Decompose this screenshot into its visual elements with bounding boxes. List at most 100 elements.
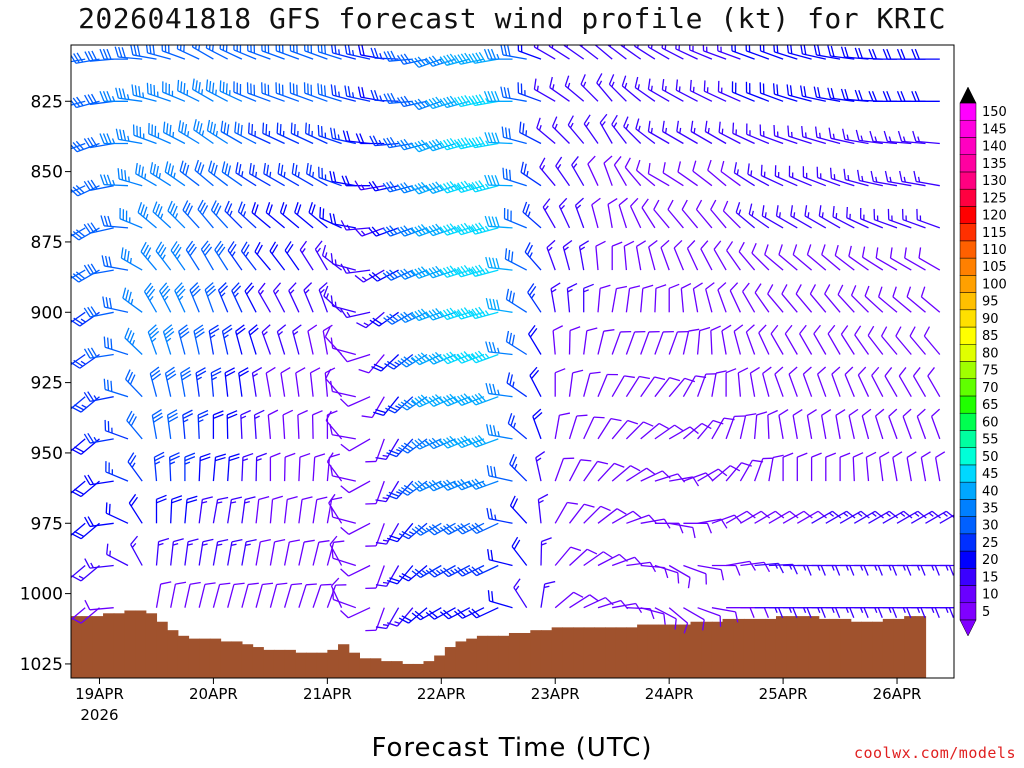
barb-full	[854, 325, 862, 336]
barb-full	[820, 565, 826, 576]
barb-staff	[682, 375, 696, 398]
barb-full	[920, 451, 931, 459]
barb-full	[115, 87, 120, 99]
barb-half	[538, 125, 542, 131]
barb-full	[129, 332, 135, 343]
wind-barb	[520, 161, 542, 187]
barb-half	[202, 543, 208, 546]
barb-full	[809, 284, 817, 295]
terrain-step	[904, 616, 916, 678]
barb-staff	[261, 92, 285, 102]
wind-barb	[810, 452, 822, 482]
wind-barb	[754, 283, 770, 313]
barb-full	[371, 226, 380, 236]
wind-barb	[720, 160, 741, 187]
barb-staff	[174, 290, 186, 313]
barb-half	[484, 353, 490, 359]
barb-staff	[332, 434, 356, 440]
wind-barb	[682, 328, 700, 355]
wind-barb	[621, 75, 642, 102]
wind-barb	[269, 539, 286, 566]
barb-full	[396, 55, 405, 65]
terrain-step	[476, 635, 489, 678]
wind-barb	[587, 155, 599, 186]
barb-full	[425, 99, 434, 109]
barb-half	[919, 215, 922, 221]
wind-barb	[155, 537, 170, 566]
barb-staff	[155, 583, 162, 608]
barb-staff	[635, 246, 642, 271]
barb-staff	[832, 216, 855, 229]
barb-full	[603, 551, 613, 559]
colorbar-swatch	[959, 240, 977, 259]
barb-full	[386, 579, 398, 585]
terrain-step	[156, 621, 168, 678]
barb-full	[340, 609, 349, 619]
y-tick-label: 825	[31, 92, 63, 112]
barb-staff	[513, 587, 528, 609]
barb-full	[762, 83, 765, 95]
barb-full	[446, 308, 455, 318]
barb-staff	[433, 480, 456, 492]
wind-barb	[329, 127, 356, 145]
barb-half	[93, 395, 98, 401]
barb-full	[199, 202, 206, 213]
wind-barb	[365, 607, 385, 632]
barb-full	[830, 88, 835, 99]
barb-staff	[749, 372, 756, 397]
wind-barb	[411, 522, 442, 536]
barb-staff	[106, 553, 129, 567]
colorbar-label: 45	[982, 467, 999, 482]
barb-full	[673, 239, 683, 249]
credit-link[interactable]: coolwx.com/models	[853, 744, 1016, 762]
barb-full	[446, 182, 455, 192]
wind-barb	[536, 117, 556, 144]
barb-staff	[346, 311, 371, 319]
barb-full	[661, 120, 665, 132]
barb-staff	[675, 48, 698, 60]
barb-full	[464, 52, 472, 63]
wind-barb	[846, 206, 869, 229]
barb-staff	[692, 170, 713, 187]
barb-half	[738, 209, 742, 215]
barb-staff	[204, 289, 215, 313]
barb-full	[786, 45, 790, 53]
barb-staff	[830, 137, 855, 145]
barb-full	[387, 405, 398, 412]
barb-staff	[776, 215, 798, 229]
barb-full	[909, 326, 916, 337]
barb-full	[439, 56, 448, 66]
terrain-step	[829, 618, 841, 678]
barb-staff	[346, 269, 371, 274]
barb-full	[729, 465, 741, 472]
barb-full	[830, 45, 835, 57]
barb-full	[763, 607, 770, 618]
barb-full	[478, 264, 486, 274]
terrain-step	[562, 627, 574, 678]
wind-barb	[563, 45, 585, 60]
barb-full	[84, 599, 91, 611]
barb-full	[535, 451, 546, 459]
barb-full	[347, 45, 351, 55]
barb-staff	[192, 88, 214, 102]
barb-staff	[597, 418, 612, 440]
y-tick-label: 875	[31, 233, 63, 253]
barb-half	[183, 418, 189, 423]
barb-full	[428, 268, 437, 278]
barb-full	[182, 413, 194, 420]
barb-half	[324, 132, 327, 139]
wind-barb	[269, 241, 286, 271]
barb-full	[138, 86, 141, 97]
barb-full	[531, 369, 540, 379]
wind-barb	[675, 45, 698, 60]
barb-staff	[197, 414, 200, 439]
barb-full	[463, 351, 472, 360]
wind-barb	[255, 452, 267, 482]
wind-barb	[825, 452, 837, 482]
barb-half	[338, 49, 341, 55]
barb-full	[177, 288, 186, 298]
wind-barb	[669, 522, 696, 539]
barb-staff	[746, 91, 770, 102]
barb-full	[449, 351, 458, 361]
wind-barb	[169, 452, 180, 482]
